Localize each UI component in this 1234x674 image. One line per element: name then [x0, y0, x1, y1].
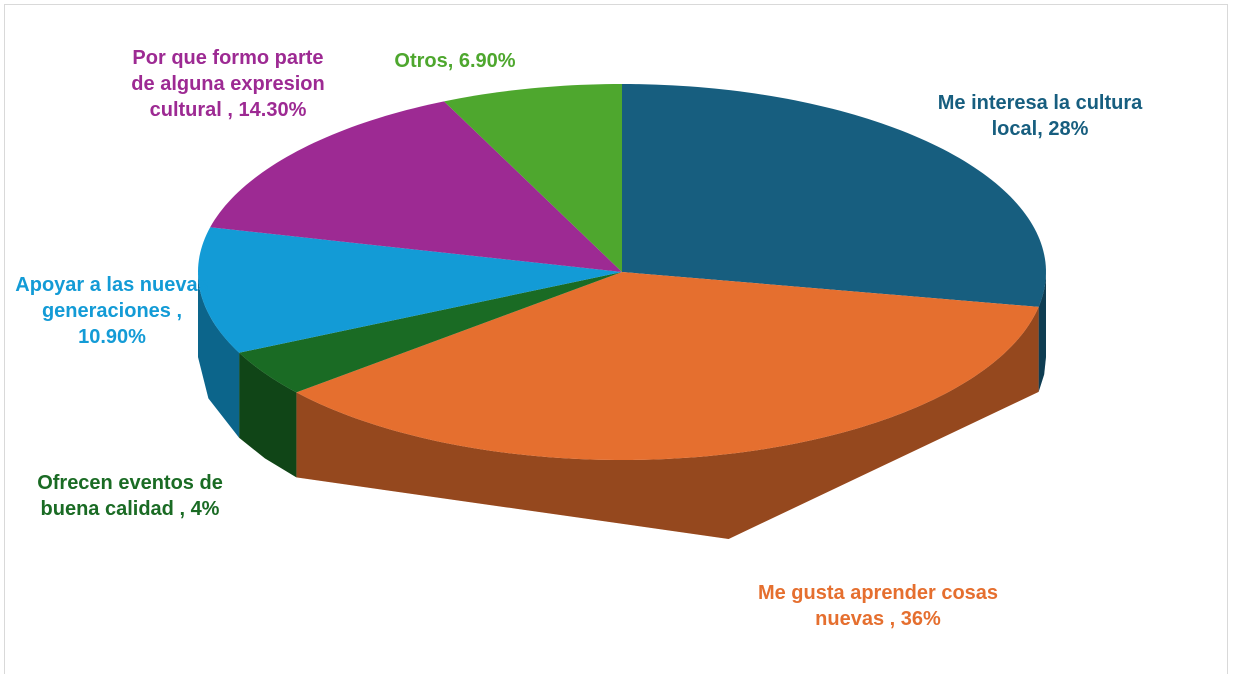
label-text: 4%: [190, 498, 220, 520]
slice-side-shade: [198, 272, 240, 438]
slice: [444, 84, 622, 272]
label-text: 28%: [1048, 118, 1089, 140]
chart-frame: [4, 4, 1228, 674]
label-text: Apoyar a las nuevas generaciones ,: [15, 274, 209, 322]
slice-side: [1038, 272, 1046, 392]
slice-side-shade: [239, 352, 297, 478]
label-text: 36%: [900, 608, 941, 630]
label-text: 6.90%: [458, 50, 516, 72]
label-text: Por que formo parte de alguna expresion …: [131, 47, 325, 121]
slice: [239, 272, 622, 393]
label-text: Ofrecen eventos de buena calidad ,: [37, 472, 223, 520]
data-label: Ofrecen eventos de buena calidad , 4%: [10, 470, 250, 522]
data-label: Me gusta aprender cosas nuevas , 36%: [748, 580, 1008, 632]
label-text: Me gusta aprender cosas nuevas ,: [757, 582, 999, 630]
label-text: Otros,: [394, 50, 454, 72]
label-text: 10.90%: [78, 326, 146, 348]
data-label: Me interesa la cultura local, 28%: [925, 90, 1155, 142]
data-label: Por que formo parte de alguna expresion …: [123, 45, 333, 123]
slice-side: [198, 272, 240, 438]
slice-side: [239, 352, 297, 478]
slice-side: [296, 306, 1039, 539]
label-text: Me interesa la cultura local,: [937, 92, 1143, 140]
slice-side-shade: [1038, 272, 1046, 392]
data-label: Otros, 6.90%: [355, 48, 555, 74]
slice: [296, 272, 1039, 460]
slice: [622, 84, 1046, 307]
label-text: 14.30%: [238, 99, 307, 121]
slice-side-shade: [296, 306, 1039, 539]
slice: [210, 101, 622, 272]
data-label: Apoyar a las nuevas generaciones , 10.90…: [12, 272, 212, 350]
slice: [198, 227, 622, 353]
